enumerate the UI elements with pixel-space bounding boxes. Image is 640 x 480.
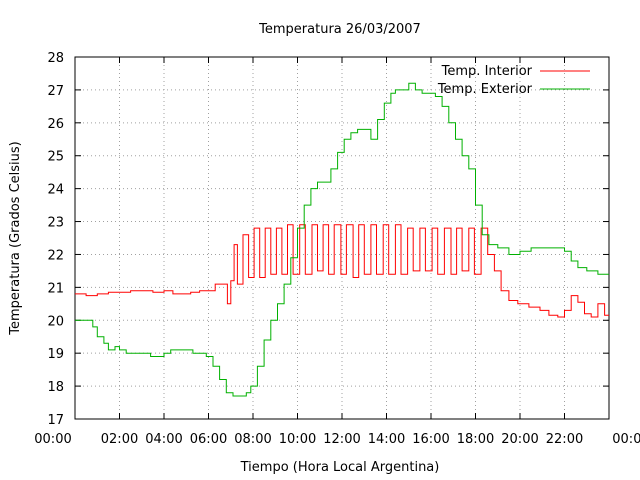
grid-lines xyxy=(75,57,609,419)
x-tick-label: 02:00 xyxy=(101,432,138,447)
y-axis-label: Temperatura (Grados Celsius) xyxy=(8,141,23,335)
y-tick-label: 26 xyxy=(47,117,64,132)
x-tick-label: 20:00 xyxy=(501,432,538,447)
y-tick-label: 23 xyxy=(47,216,64,231)
x-axis-label: Tiempo (Hora Local Argentina) xyxy=(240,460,440,475)
y-tick-label: 17 xyxy=(47,413,64,428)
x-tick-label: 00:00 xyxy=(612,432,640,447)
legend-label-interior: Temp. Interior xyxy=(441,64,533,79)
x-tick-label: 18:00 xyxy=(457,432,494,447)
series-lines xyxy=(75,82,609,397)
x-tick-label: 08:00 xyxy=(234,432,271,447)
series-line-interior xyxy=(75,224,609,318)
x-tick-label: 14:00 xyxy=(368,432,405,447)
series-line-exterior xyxy=(75,82,609,397)
x-tick-label: 06:00 xyxy=(190,432,227,447)
y-tick-label: 19 xyxy=(47,347,64,362)
x-tick-label: 10:00 xyxy=(279,432,316,447)
x-tick-label: 04:00 xyxy=(145,432,182,447)
x-tick-label: 22:00 xyxy=(546,432,583,447)
legend-label-exterior: Temp. Exterior xyxy=(437,82,533,97)
y-tick-label: 27 xyxy=(47,84,64,99)
x-tick-labels: 00:00 02:00 04:00 06:00 08:00 10:00 12:00 14:00… xyxy=(34,432,640,447)
legend: Temp. Interior Temp. Exterior xyxy=(437,64,590,97)
y-tick-label: 20 xyxy=(47,314,64,329)
y-tick-labels: 17 18 19 20 21 22 23 24 25 26 27 28 xyxy=(47,51,64,428)
plot-frame xyxy=(74,56,610,420)
y-tick-label: 22 xyxy=(47,248,64,263)
x-tick-label: 12:00 xyxy=(323,432,360,447)
axes xyxy=(74,56,610,420)
x-tick-label: 00:00 xyxy=(34,432,71,447)
y-tick-label: 24 xyxy=(47,183,64,198)
y-tick-label: 21 xyxy=(47,281,64,296)
y-tick-label: 25 xyxy=(47,150,64,165)
y-tick-label: 28 xyxy=(47,51,64,66)
x-tick-label: 16:00 xyxy=(412,432,449,447)
chart-title: Temperatura 26/03/2007 xyxy=(258,22,421,37)
y-tick-label: 18 xyxy=(47,380,64,395)
